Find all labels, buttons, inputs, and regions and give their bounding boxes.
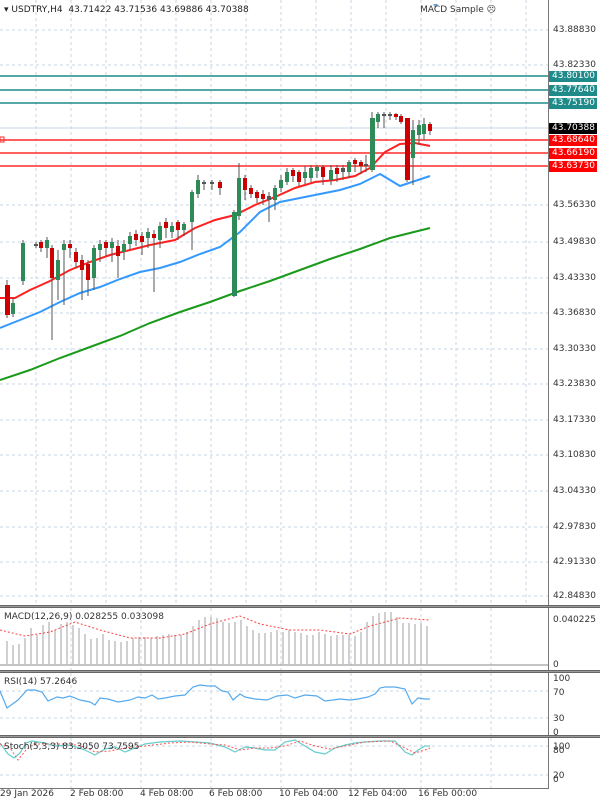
price-tick: 43.43330 xyxy=(553,273,596,283)
stoch-pane[interactable]: Stoch(5,3,3) 83.3050 73.7595 xyxy=(0,738,549,789)
price-tick: 43.56330 xyxy=(553,200,596,210)
collapse-arrow-icon[interactable]: ▾ xyxy=(4,5,12,15)
rsi-canvas xyxy=(0,673,548,735)
rsi-axis-0: 0 xyxy=(553,728,559,738)
rsi-legend: RSI(14) 57.2646 xyxy=(4,677,78,687)
time-tick: 16 Feb 00:00 xyxy=(418,789,478,799)
time-tick: 10 Feb 04:00 xyxy=(279,789,339,799)
stoch-axis-80: 80 xyxy=(553,746,565,756)
resistance-tag: 43.75190 xyxy=(549,98,597,109)
rsi-pane[interactable]: RSI(14) 57.2646 xyxy=(0,673,549,735)
expert-advisor-label[interactable]: MACD Sample ☹ xyxy=(420,5,496,15)
rsi-axis-100: 100 xyxy=(553,674,571,684)
symbol-label: USDTRY,H4 xyxy=(11,5,63,15)
stoch-legend: Stoch(5,3,3) 83.3050 73.7595 xyxy=(4,742,140,752)
price-tick: 43.88830 xyxy=(553,25,596,35)
resistance-tag: 43.80100 xyxy=(549,71,597,82)
time-tick: 29 Jan 2026 xyxy=(0,789,54,799)
price-tick: 43.82330 xyxy=(553,60,596,70)
pane-separator[interactable] xyxy=(0,735,600,738)
support-tag: 43.68640 xyxy=(549,135,597,146)
time-tick: 2 Feb 08:00 xyxy=(70,789,124,799)
resistance-tag: 43.77640 xyxy=(549,85,597,96)
price-tick: 43.17330 xyxy=(553,415,596,425)
price-pane[interactable]: ▾ USDTRY,H4 43.71422 43.71536 43.69886 4… xyxy=(0,0,549,605)
price-tick: 43.04330 xyxy=(553,486,596,496)
price-tick: 42.97830 xyxy=(553,522,596,532)
macd-legend: MACD(12,26,9) 0.028255 0.033098 xyxy=(4,612,164,622)
ohlc-values: 43.71422 43.71536 43.69886 43.70388 xyxy=(68,5,249,15)
price-tick: 42.84830 xyxy=(553,591,596,601)
price-tick: 42.91330 xyxy=(553,557,596,567)
price-chart-canvas xyxy=(0,0,548,605)
time-tick: 12 Feb 04:00 xyxy=(348,789,408,799)
support-tag: 43.66190 xyxy=(549,148,597,159)
chart-title: ▾ USDTRY,H4 43.71422 43.71536 43.69886 4… xyxy=(4,5,249,15)
price-tick: 43.23830 xyxy=(553,379,596,389)
macd-axis-zero: 0 xyxy=(553,660,559,670)
pane-separator[interactable] xyxy=(0,605,600,608)
time-tick: 4 Feb 08:00 xyxy=(140,789,194,799)
macd-axis-max: 0.040225 xyxy=(553,615,596,625)
support-tag: 43.63730 xyxy=(549,161,597,172)
price-tick: 43.49830 xyxy=(553,237,596,247)
price-tick: 43.30330 xyxy=(553,344,596,354)
pane-separator[interactable] xyxy=(0,670,600,673)
sad-face-icon: ☹ xyxy=(486,5,496,15)
macd-canvas xyxy=(0,608,548,670)
rsi-axis-30: 30 xyxy=(553,714,565,724)
price-tick: 43.10830 xyxy=(553,450,596,460)
rsi-axis-70: 70 xyxy=(553,688,565,698)
stoch-axis-20: 20 xyxy=(553,771,565,781)
macd-pane[interactable]: MACD(12,26,9) 0.028255 0.033098 xyxy=(0,608,549,670)
time-tick: 6 Feb 08:00 xyxy=(209,789,263,799)
stoch-axis-100: 100 xyxy=(553,742,571,752)
stoch-canvas xyxy=(0,738,548,788)
price-tick: 43.36830 xyxy=(553,308,596,318)
current-price-tag: 43.70388 xyxy=(549,123,597,134)
stoch-axis-0: 0 xyxy=(553,775,559,785)
